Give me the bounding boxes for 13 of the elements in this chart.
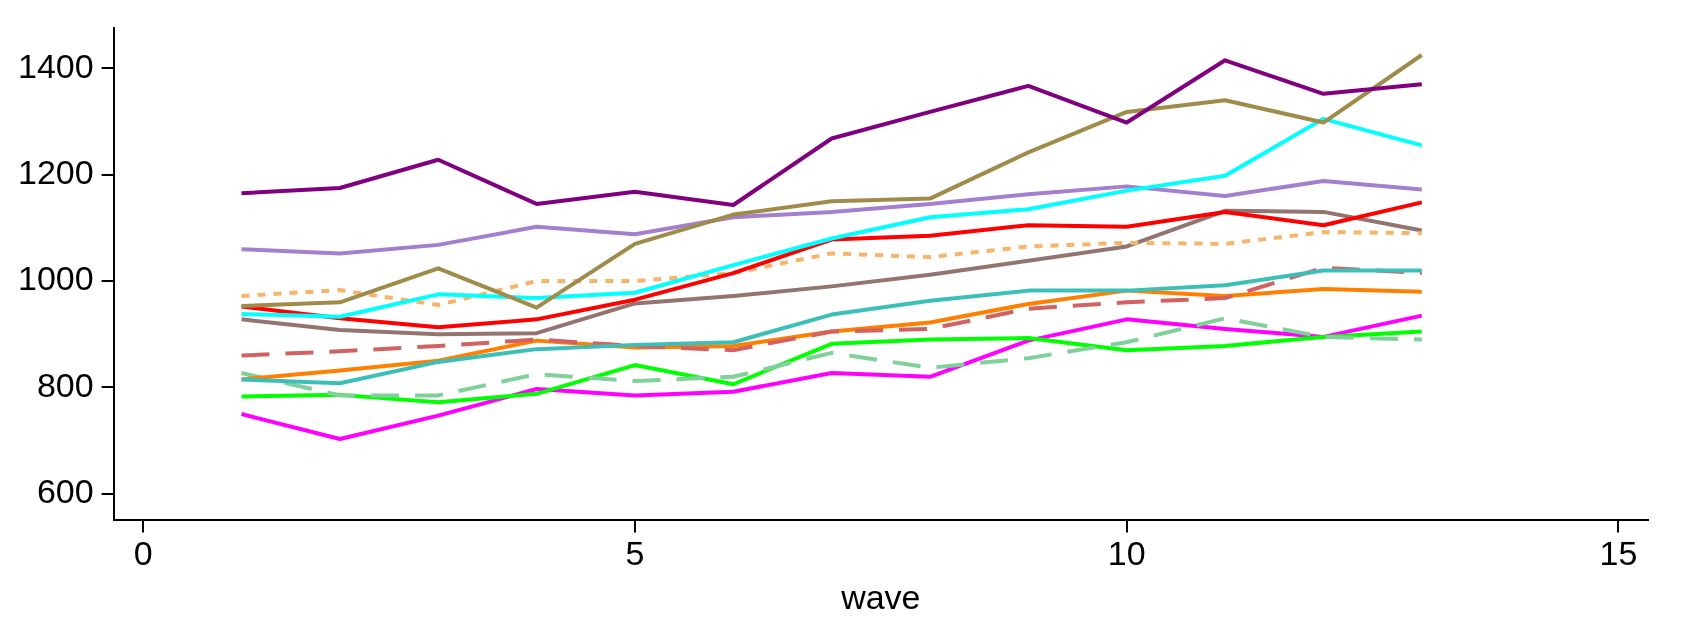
x-tick-label: 15	[1599, 534, 1638, 573]
line-series	[239, 230, 1424, 307]
y-tick-label: 600	[36, 472, 94, 511]
x-tick-label: 0	[133, 534, 153, 573]
line-series	[239, 316, 1424, 398]
line-series	[239, 265, 1424, 358]
y-tick-label: 800	[36, 365, 94, 404]
y-tick-label: 1000	[18, 259, 94, 298]
x-tick-label: 10	[1107, 534, 1146, 573]
x-tick-label: 5	[625, 534, 645, 573]
x-axis-title: wave	[840, 577, 921, 616]
y-tick-label: 1400	[18, 46, 94, 85]
y-tick-label: 1200	[18, 153, 94, 192]
